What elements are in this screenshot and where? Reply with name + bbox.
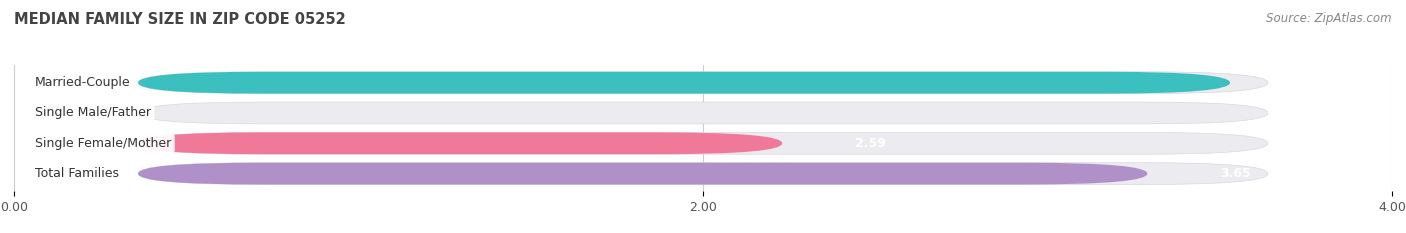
Text: Single Male/Father: Single Male/Father: [35, 106, 150, 120]
FancyBboxPatch shape: [138, 72, 1230, 94]
Text: Single Female/Mother: Single Female/Mother: [35, 137, 172, 150]
Text: Married-Couple: Married-Couple: [35, 76, 131, 89]
Text: Source: ZipAtlas.com: Source: ZipAtlas.com: [1267, 12, 1392, 25]
Text: 3.65: 3.65: [1220, 167, 1251, 180]
Text: Total Families: Total Families: [35, 167, 118, 180]
FancyBboxPatch shape: [138, 163, 1147, 185]
FancyBboxPatch shape: [138, 163, 1268, 185]
FancyBboxPatch shape: [138, 72, 1268, 94]
Text: MEDIAN FAMILY SIZE IN ZIP CODE 05252: MEDIAN FAMILY SIZE IN ZIP CODE 05252: [14, 12, 346, 27]
FancyBboxPatch shape: [138, 132, 1268, 154]
FancyBboxPatch shape: [138, 132, 782, 154]
Text: 0.00: 0.00: [35, 106, 63, 120]
Text: 3.89: 3.89: [1303, 76, 1333, 89]
FancyBboxPatch shape: [138, 102, 1268, 124]
Text: 2.59: 2.59: [855, 137, 886, 150]
